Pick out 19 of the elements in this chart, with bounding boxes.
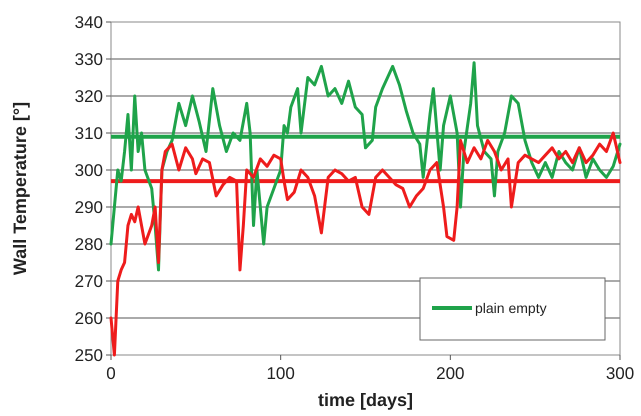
x-axis-title: time [days] [318,390,414,410]
line-series [110,61,622,272]
x-tick-label: 100 [266,364,295,383]
y-tick-label: 290 [74,198,103,217]
y-tick-label: 280 [74,234,103,254]
line-series [110,132,622,356]
y-tick-label: 300 [74,160,103,180]
x-tick-label: 300 [606,364,634,383]
y-axis-title: Wall Temperature [°] [10,102,30,276]
y-tick-label: 330 [74,50,103,69]
y-tick-label: 320 [74,86,103,106]
y-tick-label: 270 [74,272,103,291]
y-tick-label: 310 [74,124,103,143]
legend-label: plain empty [475,300,547,316]
y-tick-label: 260 [74,308,103,328]
y-tick-label: 340 [74,12,103,32]
x-tick-label: 200 [436,364,465,383]
y-tick-label: 250 [74,346,103,365]
x-tick-label: 0 [106,364,116,383]
